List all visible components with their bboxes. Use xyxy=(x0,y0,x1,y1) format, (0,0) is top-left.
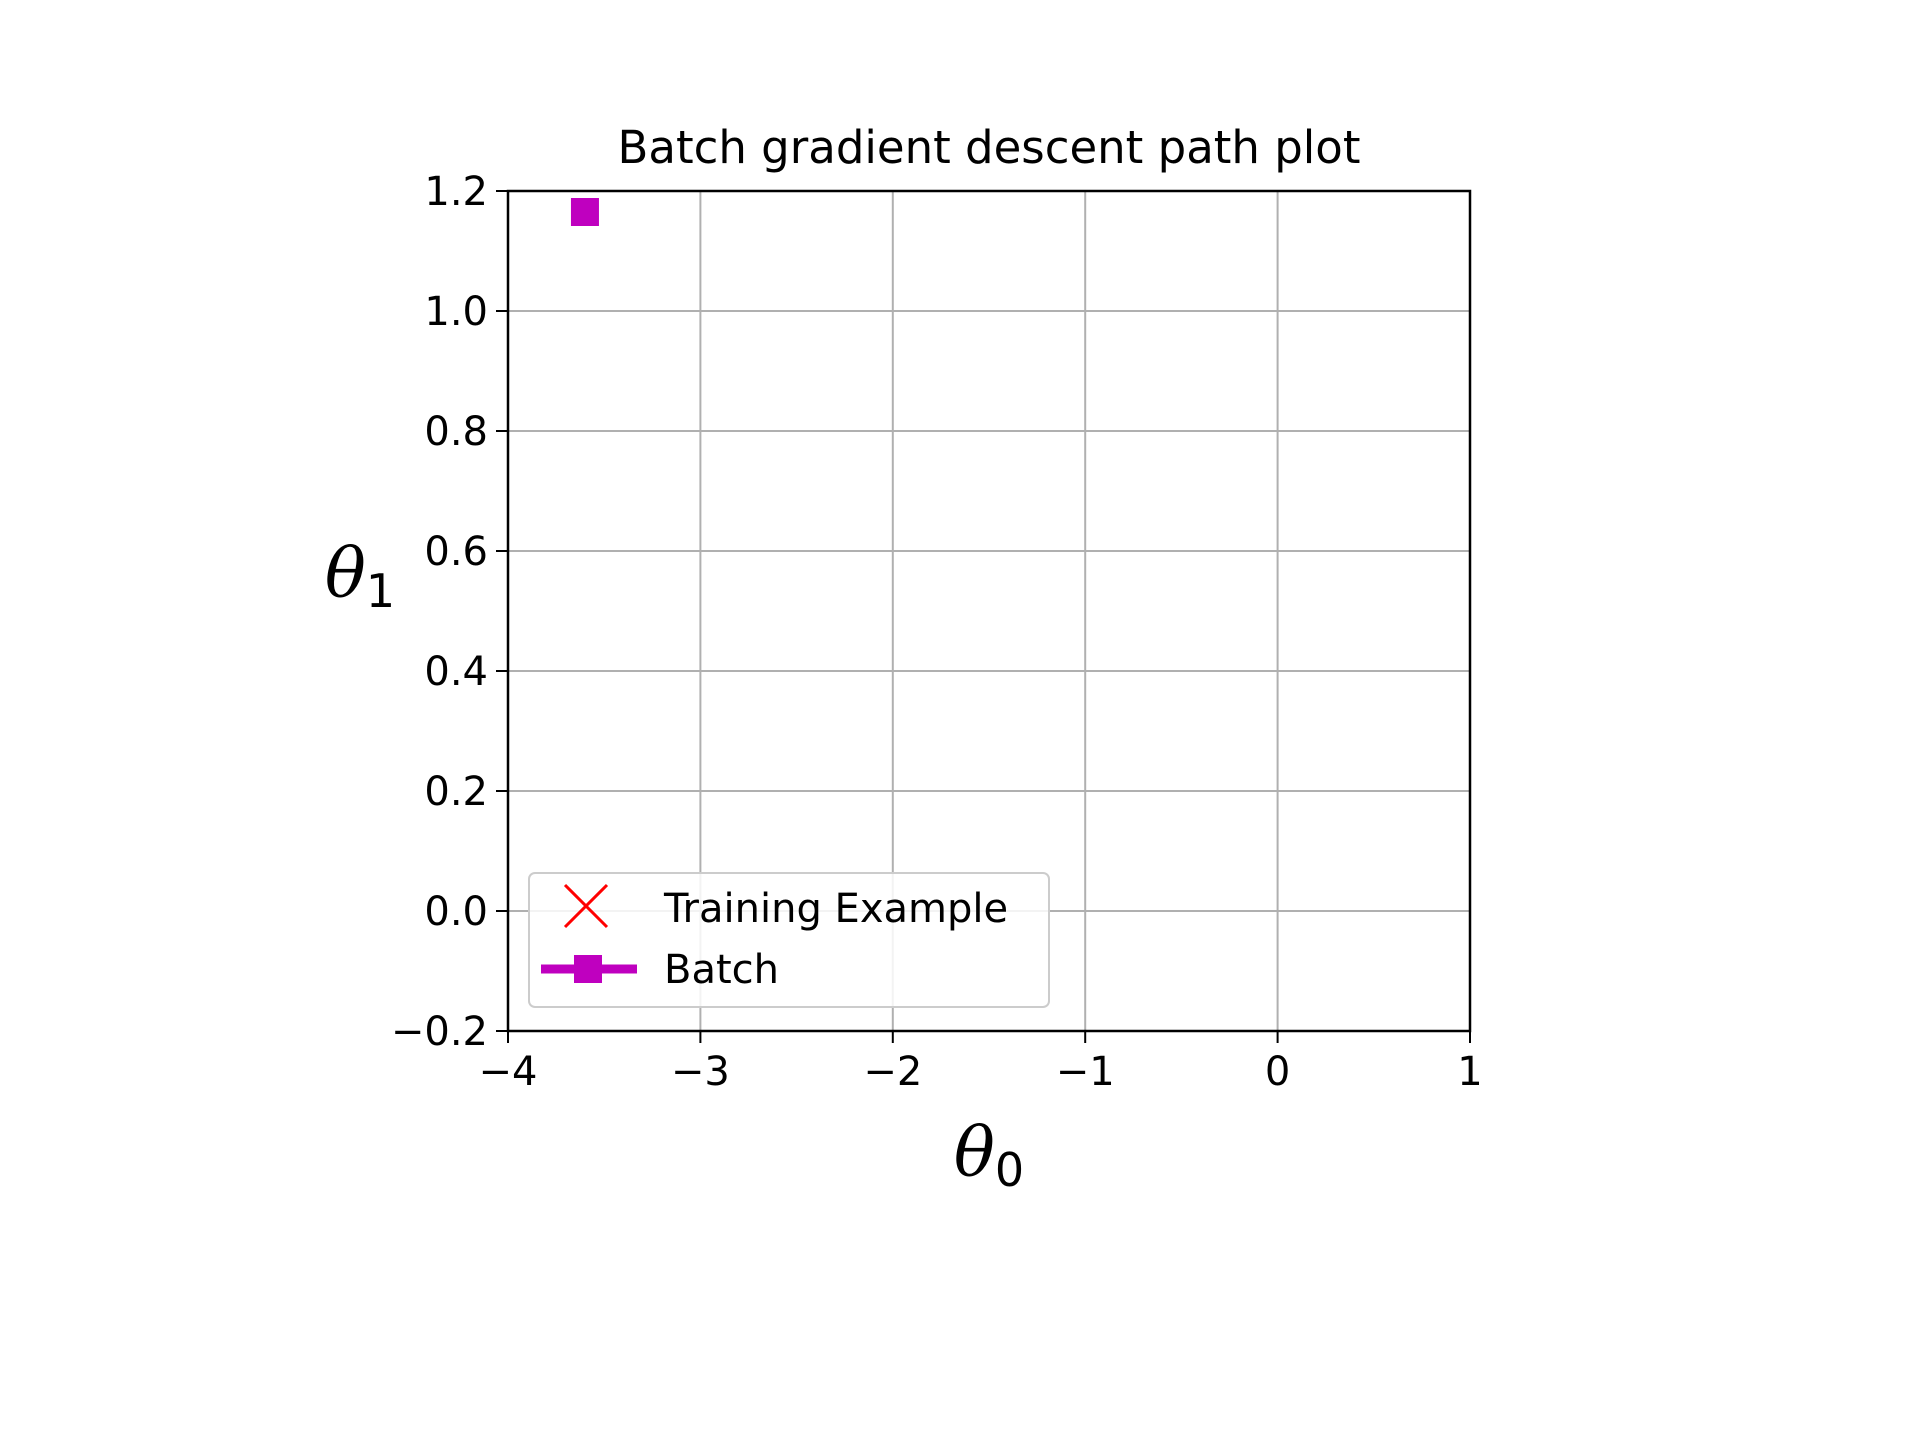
legend-x-marker-icon xyxy=(563,883,609,929)
y-tick-label: 0.6 xyxy=(424,529,488,575)
y-axis-label-subscript: 1 xyxy=(366,564,395,618)
x-tick-label: −4 xyxy=(479,1049,538,1095)
y-tick-label: 1.2 xyxy=(424,169,488,215)
x-tick-label: −3 xyxy=(671,1049,730,1095)
y-tick-label: 0.4 xyxy=(424,649,488,695)
legend-label-batch: Batch xyxy=(664,947,779,993)
plot-area-frame xyxy=(506,189,1472,1033)
axis-ticks: −4 −3 −2 −1 0 1 −0.2 0.0 0.2 0.4 0.6 0.8 1.0 1.2 xyxy=(391,169,1483,1095)
legend-label-training-example: Training Example xyxy=(663,886,1008,932)
x-tick-label: −2 xyxy=(863,1049,922,1095)
x-tick-label: −1 xyxy=(1056,1049,1115,1095)
legend-box xyxy=(528,872,1050,1008)
y-tick-label: 0.2 xyxy=(424,769,488,815)
y-tick-label: 0.8 xyxy=(424,409,488,455)
y-tick-label: −0.2 xyxy=(391,1009,488,1055)
x-tick-label: 1 xyxy=(1457,1049,1482,1095)
y-tick-label: 1.0 xyxy=(424,289,488,335)
chart-title: Batch gradient descent path plot xyxy=(618,121,1361,174)
legend-icon-batch xyxy=(541,955,637,983)
legend-batch-square-icon xyxy=(574,955,602,983)
x-axis-label-symbol: θ xyxy=(954,1114,995,1193)
x-axis-label: θ0 xyxy=(954,1114,1024,1197)
batch-point-marker xyxy=(570,198,599,226)
y-tick-label: 0.0 xyxy=(424,889,488,935)
plot-data xyxy=(570,198,599,226)
legend: Training Example Batch xyxy=(528,872,1050,1008)
y-axis-label-symbol: θ xyxy=(325,535,366,614)
y-axis-label: θ1 xyxy=(325,535,395,618)
legend-icon-training-example xyxy=(563,883,609,929)
x-tick-label: 0 xyxy=(1265,1049,1290,1095)
x-axis-label-subscript: 0 xyxy=(995,1143,1024,1197)
